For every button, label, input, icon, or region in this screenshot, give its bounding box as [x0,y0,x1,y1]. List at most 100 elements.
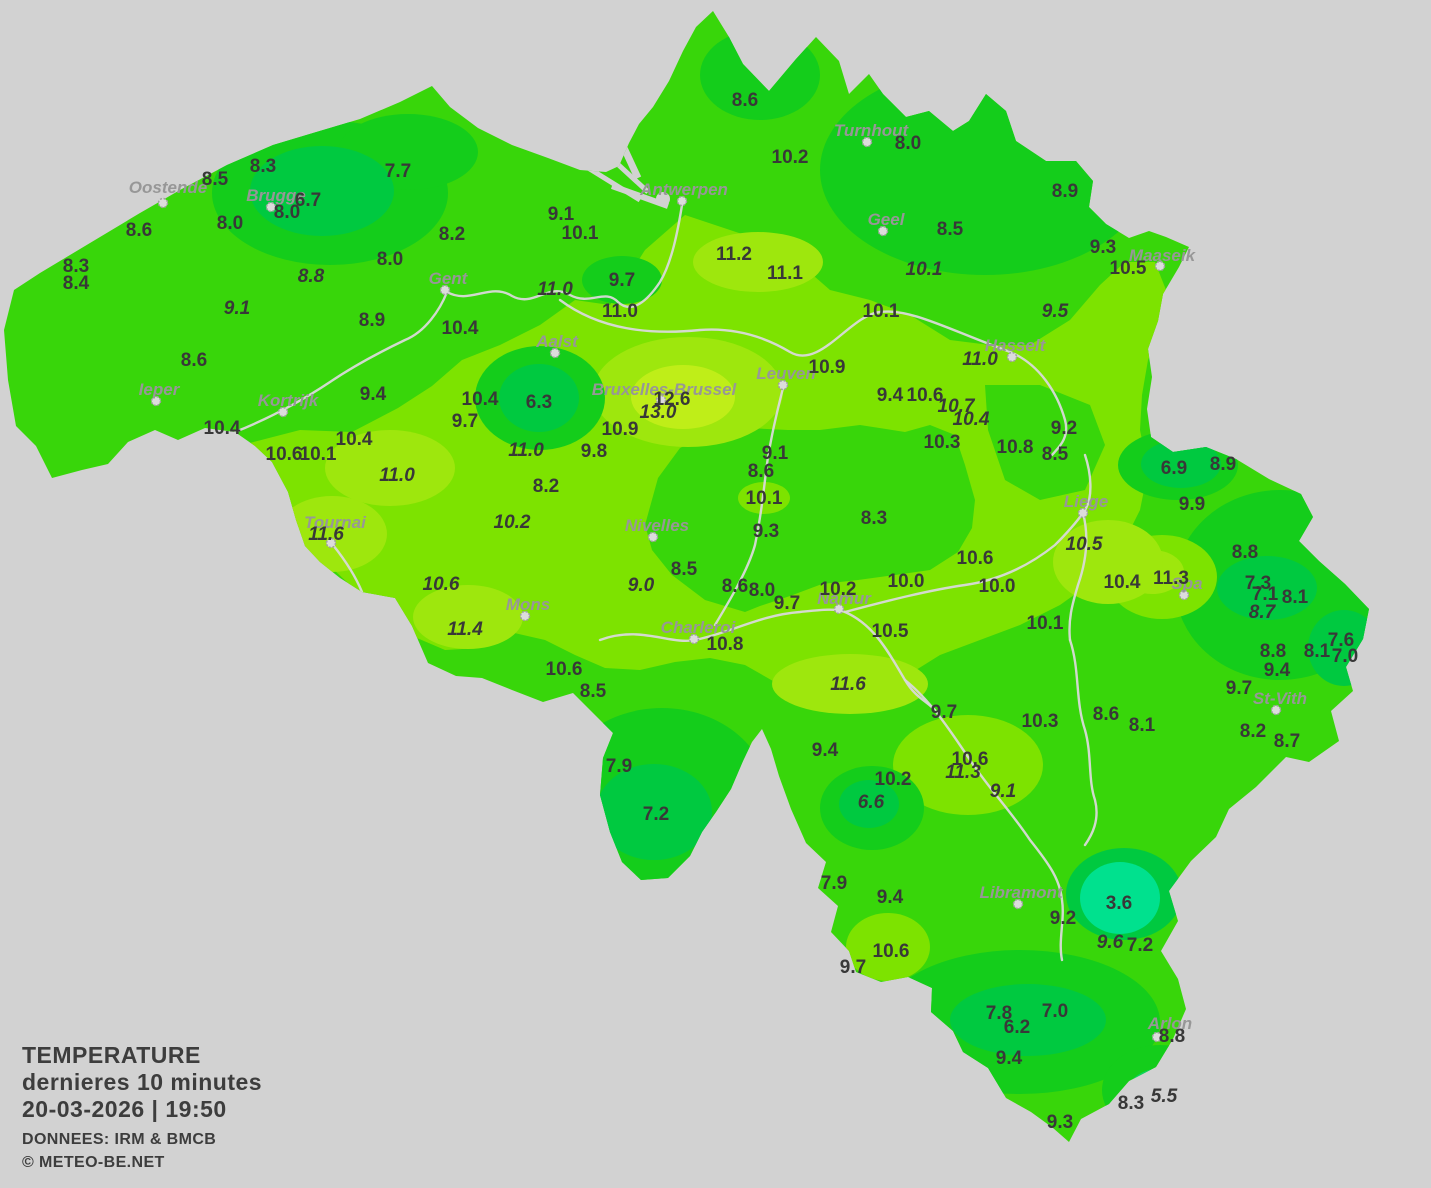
station-value: 8.3 [1118,1093,1144,1114]
city-marker [877,225,889,237]
warm-pocket [413,585,523,649]
city-libramont: Libramont [979,883,1064,910]
city-hasselt: Hasselt [985,336,1047,363]
station-value: 7.9 [606,756,632,777]
city-leuven: Leuven [756,364,816,391]
station-value: 8.6 [126,220,152,241]
city-label: Spa [1171,574,1202,593]
station-value: 10.5 [1066,534,1103,555]
city-label: Charleroi [661,618,737,637]
city-label: Kortrijk [258,391,320,410]
station-value: 10.6 [423,574,460,595]
station-value: 8.0 [377,249,403,270]
station-value: 9.1 [990,781,1016,802]
city-marker [439,284,451,296]
cool-spot [582,256,662,304]
cold-core-aalst [499,364,579,432]
station-value: 8.1 [1304,641,1331,662]
city-geel: Geel [868,210,906,237]
station-value: 9.7 [931,702,957,723]
station-value: 10.4 [204,418,241,439]
station-value: 10.4 [462,389,499,410]
city-arlon: Arlon [1147,1014,1192,1043]
station-value: 8.3 [250,156,276,177]
station-value: 7.1 [1252,584,1279,605]
station-value: 8.5 [1042,444,1069,465]
station-value: 10.1 [562,223,599,244]
station-value: 7.3 [1245,573,1271,594]
station-value: 10.9 [809,357,846,378]
stations-layer: 8.38.5 7.76.78.08.6 8.08.28.08.38.4 8.89.18… [63,90,1358,1133]
station-value: 7.2 [643,804,669,825]
city-label: Brugge [246,186,306,205]
station-value: 9.4 [877,385,904,406]
map-subtitle: dernieres 10 minutes [22,1069,263,1095]
warm-band [238,215,1168,705]
station-value: 8.3 [63,256,89,277]
station-value: 9.4 [877,887,904,908]
station-value: 6.9 [1161,458,1187,479]
city-label: Geel [868,210,906,229]
station-value: 12.6 [654,389,691,410]
city-charleroi: Charleroi [661,618,737,645]
cold-core [950,984,1106,1056]
city-marker [833,603,845,615]
station-value: 9.7 [609,270,635,291]
station-value: 9.1 [224,298,250,319]
station-value: 7.0 [1332,646,1358,667]
station-value: 3.6 [1106,893,1132,914]
coldest-spot [1080,862,1160,934]
station-value: 8.6 [732,90,758,111]
warm-pocket [893,715,1043,815]
city-marker [1270,704,1282,716]
station-value: 11.3 [945,762,981,783]
city-label: Aalst [535,332,579,351]
cold-core [596,764,712,860]
city-marker [676,195,688,207]
station-value: 10.1 [906,259,943,280]
city-label: Antwerpen [639,180,728,199]
station-value: 9.1 [548,204,575,225]
city-marker [277,406,289,418]
city-label: Namur [817,589,872,608]
station-value: 9.2 [1050,908,1076,929]
city-label: Arlon [1147,1014,1192,1033]
station-value: 11.0 [602,301,638,322]
city-turnhout: Turnhout [834,121,909,148]
station-value: 8.6 [748,461,774,482]
city-bruxelles-brussel: Bruxelles-Brussel [592,380,738,406]
station-value: 10.0 [979,576,1016,597]
station-value: 5.5 [1151,1086,1178,1107]
city-namur: Namur [817,589,872,615]
station-value: 6.2 [1004,1017,1030,1038]
station-value: 9.4 [360,384,387,405]
city-label: Tournai [304,513,367,532]
station-value: 9.3 [753,521,779,542]
station-value: 6.3 [526,392,552,413]
station-value: 10.4 [953,409,990,430]
city-gent: Gent [429,269,469,296]
station-value: 8.6 [722,576,748,597]
station-value: 8.9 [1052,181,1078,202]
station-value: 6.6 [858,792,885,813]
data-source: DONNEES: IRM & BMCB [22,1131,217,1148]
city-label: Hasselt [985,336,1047,355]
station-value: 10.5 [1110,258,1147,279]
city-label: Ieper [139,380,181,399]
station-value: 10.1 [1027,613,1064,634]
station-value: 8.4 [63,273,90,294]
city-tournai: Tournai [304,513,367,549]
title-block: TEMPERATURE dernieres 10 minutes 20-03-2… [22,1042,262,1173]
station-value: 9.8 [581,441,607,462]
station-value: 8.5 [202,169,229,190]
copyright: © METEO-BE.NET [22,1154,165,1171]
station-value: 11.0 [537,279,573,300]
station-value: 8.2 [439,224,465,245]
city-label: Bruxelles-Brussel [592,380,738,399]
city-marker [549,347,561,359]
station-value: 8.6 [181,350,207,371]
station-value: 10.4 [442,318,479,339]
station-value: 10.3 [1022,711,1059,732]
station-value: 9.1 [762,443,789,464]
city-kortrijk: Kortrijk [258,391,320,418]
